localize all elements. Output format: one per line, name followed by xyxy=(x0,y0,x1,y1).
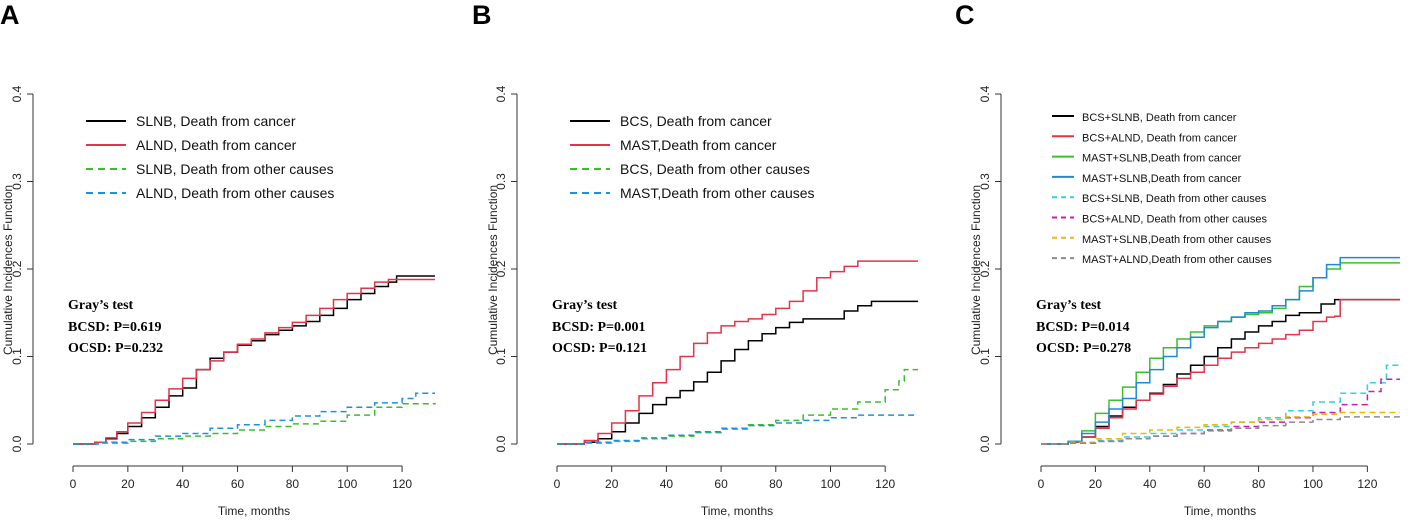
x-tick-label: 0 xyxy=(554,477,561,491)
y-axis-title-b: Cumulative Incidences Function xyxy=(486,185,500,355)
y-tick-label: 0.3 xyxy=(978,173,992,190)
series-line-mast-slnb-death-from-other-causes xyxy=(1041,411,1400,445)
bcsd-p-value-a: BCSD: P=0.619 xyxy=(68,320,162,335)
axes-a: 0 20 40 60 80 100 120 0.0 0.1 0.2 0.3 0.4 xyxy=(10,85,412,491)
y-tick-label: 0.0 xyxy=(494,435,508,452)
x-tick-label: 20 xyxy=(1089,477,1103,491)
legend-label: MAST,Death from cancer xyxy=(620,137,777,153)
y-tick-label: 0.4 xyxy=(494,85,508,102)
series-line-bcs-death-from-other-causes xyxy=(557,368,918,445)
x-tick-label: 120 xyxy=(392,477,412,491)
series-line-bcs-death-from-cancer xyxy=(557,300,918,445)
legend-label: BCS+SLNB, Death from cancer xyxy=(1082,112,1237,124)
ocsd-p-value-a: OCSD: P=0.232 xyxy=(68,341,163,356)
x-tick-label: 80 xyxy=(286,477,300,491)
x-axis-title-b: Time, months xyxy=(701,504,773,518)
x-tick-label: 40 xyxy=(176,477,190,491)
legend-label: MAST+SLNB,Death from other causes xyxy=(1082,234,1272,246)
legend-b: BCS, Death from cancer MAST,Death from ca… xyxy=(570,113,815,201)
grays-test-title-b: Gray’s test xyxy=(552,298,618,313)
y-tick-label: 0.1 xyxy=(494,348,508,365)
panel-a: A SLNB, Death from cancer ALND, Death fro… xyxy=(0,0,436,518)
legend-label: BCS+ALND, Death from cancer xyxy=(1082,132,1237,144)
y-axis-title-a: Cumulative Incidences Function xyxy=(1,185,15,355)
series-c xyxy=(1041,256,1401,445)
legend-label: MAST+SLNB,Death from cancer xyxy=(1082,153,1242,165)
panel-c: C BCS+SLNB, Death from cancer BCS+ALND, D… xyxy=(955,0,1401,518)
y-tick-label: 0.0 xyxy=(10,435,24,452)
series-a xyxy=(73,275,436,445)
legend-label: SLNB, Death from other causes xyxy=(136,161,334,177)
x-tick-label: 40 xyxy=(660,477,674,491)
axes-c: 0 20 40 60 80 100 120 0.0 0.1 0.2 0.3 0.4 xyxy=(978,85,1378,491)
y-tick-label: 0.3 xyxy=(10,173,24,190)
legend-label: BCS, Death from other causes xyxy=(620,161,810,177)
y-tick-label: 0.2 xyxy=(494,260,508,277)
legend-label: ALND, Death from cancer xyxy=(136,137,297,153)
series-line-slnb-death-from-other-causes xyxy=(73,402,436,445)
y-tick-label: 0.1 xyxy=(978,348,992,365)
bcsd-p-value-b: BCSD: P=0.001 xyxy=(552,320,646,335)
x-tick-label: 100 xyxy=(1303,477,1323,491)
series-line-alnd-death-from-other-causes xyxy=(73,392,435,445)
x-tick-label: 0 xyxy=(70,477,77,491)
series-line-bcs-alnd-death-from-cancer xyxy=(1041,298,1400,445)
series-line-mast-slnb-death-from-cancer xyxy=(1041,256,1400,445)
x-tick-label: 100 xyxy=(820,477,840,491)
legend-label: ALND, Death from other causes xyxy=(136,185,334,201)
y-tick-label: 0.1 xyxy=(10,348,24,365)
legend-label: BCS+SLNB, Death from other causes xyxy=(1082,193,1267,205)
legend-label: MAST+SLNB,Death from cancer xyxy=(1082,173,1242,185)
x-tick-label: 20 xyxy=(605,477,619,491)
x-tick-label: 80 xyxy=(769,477,783,491)
x-tick-label: 80 xyxy=(1252,477,1266,491)
x-tick-label: 60 xyxy=(714,477,728,491)
series-line-slnb-death-from-cancer xyxy=(73,275,435,445)
y-tick-label: 0.3 xyxy=(494,173,508,190)
grays-test-title-a: Gray’s test xyxy=(68,298,134,313)
legend-c: BCS+SLNB, Death from cancer BCS+ALND, Dea… xyxy=(1052,112,1272,266)
y-tick-label: 0.4 xyxy=(978,85,992,102)
panel-letter-a: A xyxy=(0,0,20,30)
ocsd-p-value-b: OCSD: P=0.121 xyxy=(552,341,647,356)
y-axis-title-c: Cumulative Incidences Function xyxy=(969,185,983,355)
x-tick-label: 0 xyxy=(1038,477,1045,491)
legend-a: SLNB, Death from cancer ALND, Death from … xyxy=(86,113,334,201)
y-tick-label: 0.2 xyxy=(978,260,992,277)
x-tick-label: 60 xyxy=(231,477,245,491)
x-tick-label: 100 xyxy=(337,477,357,491)
ocsd-p-value-c: OCSD: P=0.278 xyxy=(1036,341,1131,356)
legend-label: MAST,Death from other causes xyxy=(620,185,815,201)
x-tick-label: 60 xyxy=(1198,477,1212,491)
panel-letter-c: C xyxy=(955,0,975,30)
series-b xyxy=(557,260,918,445)
bcsd-p-value-c: BCSD: P=0.014 xyxy=(1036,320,1130,335)
legend-label: MAST+ALND,Death from other causes xyxy=(1082,254,1272,266)
panel-b: B BCS, Death from cancer MAST,Death from … xyxy=(472,0,918,518)
axes-b: 0 20 40 60 80 100 120 0.0 0.1 0.2 0.3 0.4 xyxy=(494,85,896,491)
series-line-mast-death-from-cancer xyxy=(557,260,918,445)
x-axis-title-c: Time, months xyxy=(1184,504,1256,518)
grays-test-title-c: Gray’s test xyxy=(1036,298,1102,313)
y-tick-label: 0.4 xyxy=(10,85,24,102)
x-tick-label: 20 xyxy=(121,477,135,491)
legend-label: SLNB, Death from cancer xyxy=(136,113,296,129)
y-tick-label: 0.0 xyxy=(978,435,992,452)
x-tick-label: 120 xyxy=(1357,477,1377,491)
x-tick-label: 40 xyxy=(1143,477,1157,491)
legend-label: BCS, Death from cancer xyxy=(620,113,772,129)
legend-label: BCS+ALND, Death from other causes xyxy=(1082,214,1267,226)
series-line-alnd-death-from-cancer xyxy=(73,278,435,445)
y-tick-label: 0.2 xyxy=(10,260,24,277)
panel-letter-b: B xyxy=(472,0,492,30)
x-tick-label: 120 xyxy=(875,477,895,491)
x-axis-title-a: Time, months xyxy=(218,504,290,518)
